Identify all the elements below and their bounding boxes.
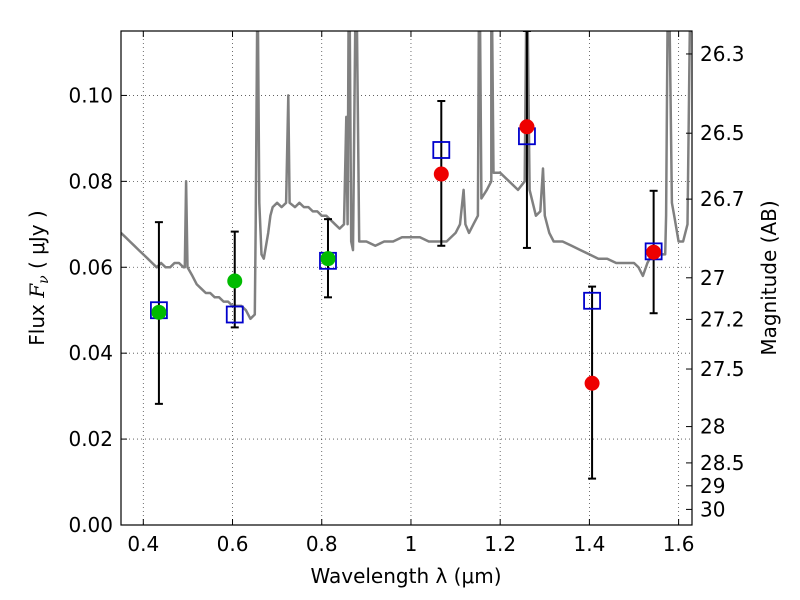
- y2-tick-label: 29: [700, 474, 725, 498]
- error-bars: [154, 31, 658, 480]
- model-spectrum: [121, 31, 692, 321]
- y-tick-label: 0.00: [68, 513, 113, 537]
- observed-point: [519, 119, 535, 135]
- observed-photometry: [151, 119, 662, 391]
- x-tick-label: 1: [405, 532, 418, 556]
- observed-point: [584, 375, 600, 391]
- y2-tick-label: 30: [700, 497, 725, 521]
- model-photometry: [150, 127, 663, 324]
- y-tick-label: 0.06: [68, 255, 113, 279]
- plot-frame: [120, 30, 693, 526]
- x-tick-label: 0.8: [306, 532, 338, 556]
- y-tick-label: 0.10: [68, 83, 113, 107]
- spectrum-line: [121, 31, 692, 321]
- observed-point: [433, 166, 449, 182]
- observed-point: [227, 273, 243, 289]
- observed-point: [151, 304, 167, 320]
- y-axis-label: Flux Fν ( μJy ): [25, 210, 52, 345]
- grid: [121, 31, 692, 526]
- y2-tick-label: 27: [700, 266, 725, 290]
- y-axis-ticks: 0.00 0.02 0.04 0.06 0.08 0.10: [68, 83, 127, 537]
- x-tick-label: 1.2: [484, 532, 516, 556]
- model-photometry-square: [583, 291, 601, 310]
- y2-axis-label: Magnitude (AB): [757, 200, 781, 355]
- x-tick-label: 1.4: [573, 532, 605, 556]
- y2-tick-label: 28.5: [700, 451, 745, 475]
- y2-tick-label: 26.7: [700, 187, 745, 211]
- x-tick-label: 0.6: [217, 532, 249, 556]
- observed-point: [646, 244, 662, 260]
- y2-tick-label: 27.2: [700, 307, 745, 331]
- x-tick-label: 0.4: [127, 532, 159, 556]
- y2-tick-label: 26.3: [700, 42, 745, 66]
- observed-point: [320, 251, 336, 267]
- model-photometry-square: [432, 141, 451, 159]
- x-tick-label: 1.6: [663, 532, 695, 556]
- x-axis-ticks: 0.4 0.6 0.8 1 1.2 1.4 1.6: [127, 31, 695, 556]
- y2-tick-label: 27.5: [700, 357, 745, 381]
- model-photometry-square: [225, 305, 244, 324]
- y-tick-label: 0.08: [68, 169, 113, 193]
- x-axis-label: Wavelength λ (μm): [310, 564, 501, 588]
- y-tick-label: 0.04: [68, 341, 113, 365]
- y2-tick-label: 26.5: [700, 121, 745, 145]
- y2-tick-label: 28: [700, 415, 725, 439]
- y-tick-label: 0.02: [68, 427, 113, 451]
